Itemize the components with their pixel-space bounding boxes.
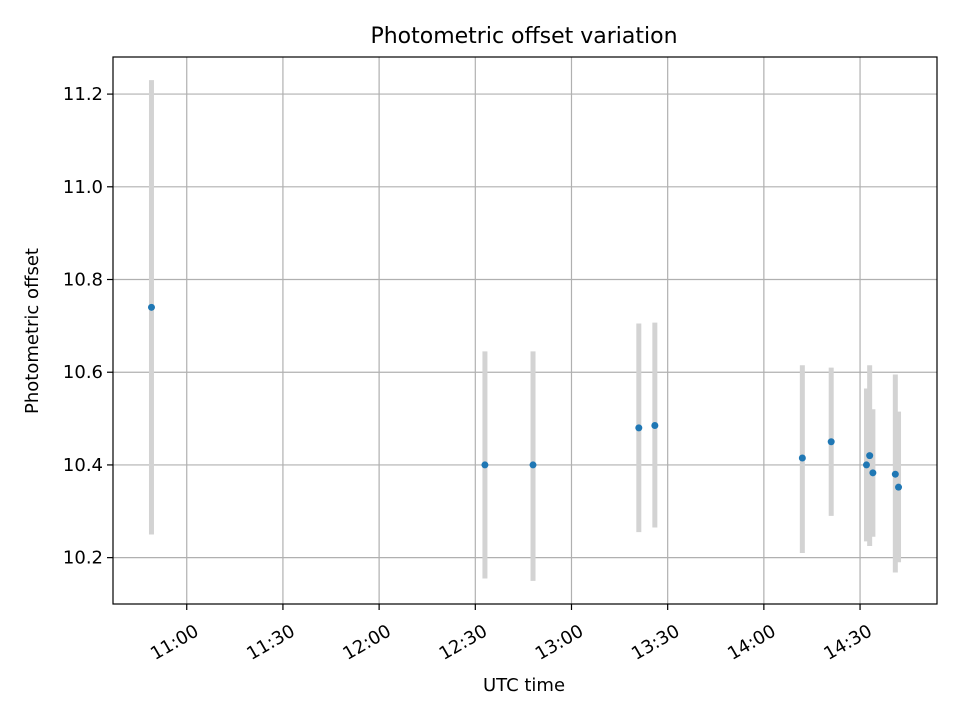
data-point <box>529 461 537 469</box>
data-points <box>147 303 903 491</box>
y-tick-label: 11.0 <box>63 177 103 198</box>
grid-lines <box>113 57 937 604</box>
chart-title: Photometric offset variation <box>370 24 677 49</box>
x-axis-title: UTC time <box>483 675 565 696</box>
data-point <box>862 461 870 469</box>
plot-frame <box>112 56 938 605</box>
y-axis-ticks: 10.2 10.4 10.6 10.8 11.0 11.2 <box>63 84 113 569</box>
x-tick-label: 14:30 <box>820 621 875 665</box>
data-point <box>635 424 643 432</box>
y-tick-label: 10.6 <box>63 362 103 383</box>
data-point <box>481 461 489 469</box>
data-point <box>827 438 835 446</box>
data-point <box>869 469 877 477</box>
x-tick-label: 13:30 <box>628 621 683 665</box>
x-tick-label: 11:00 <box>147 621 202 665</box>
y-tick-label: 10.2 <box>63 548 103 569</box>
x-tick-label: 12:00 <box>339 621 394 665</box>
data-point <box>798 454 806 462</box>
data-point <box>895 483 903 491</box>
data-point <box>147 303 155 311</box>
y-tick-label: 10.8 <box>63 270 103 291</box>
data-point <box>651 422 659 430</box>
x-tick-label: 14:00 <box>724 621 779 665</box>
data-point <box>891 470 899 478</box>
y-tick-label: 11.2 <box>63 84 103 105</box>
x-tick-label: 11:30 <box>243 621 298 665</box>
error-bars <box>148 80 902 581</box>
data-point <box>866 452 874 460</box>
x-tick-label: 13:00 <box>532 621 587 665</box>
x-tick-label: 12:30 <box>436 621 491 665</box>
y-tick-label: 10.4 <box>63 455 103 476</box>
x-axis-ticks: 11:00 11:30 12:00 12:30 13:00 13:30 14:00 14:30 <box>147 604 876 665</box>
y-axis-title: Photometric offset <box>22 248 43 414</box>
